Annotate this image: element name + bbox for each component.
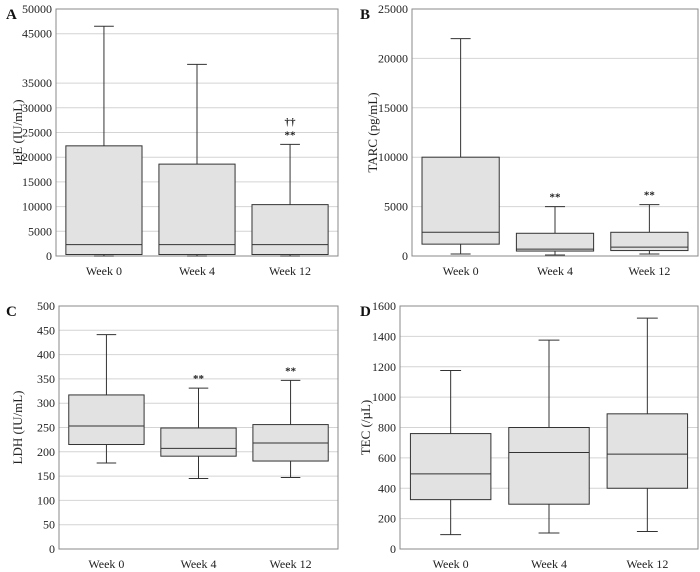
y-tick-label: 15000	[378, 101, 408, 115]
y-tick-label: 20000	[378, 51, 408, 65]
panel-letter: B	[360, 7, 370, 23]
x-category-label: Week 0	[443, 264, 479, 278]
iqr-box	[65, 145, 143, 256]
panel-a: 0 5000 10000 15000 20000 25000 30000 35000 45000…	[6, 2, 339, 278]
box-week-0: Week 0	[409, 370, 492, 571]
y-tick-label: 25000	[378, 2, 408, 16]
y-tick-label: 350	[37, 372, 55, 386]
y-tick-label: 400	[37, 348, 55, 362]
y-tick-label: 800	[378, 421, 396, 435]
iqr-box	[409, 433, 492, 501]
plot-frame	[411, 8, 699, 257]
y-tick-label: 500	[37, 299, 55, 313]
box-week-4: Week 4	[158, 63, 236, 278]
panel-letter: C	[6, 304, 17, 320]
iqr-box	[421, 156, 500, 245]
panel-letter: A	[6, 7, 17, 23]
y-axis-label: TEC (/µL)	[358, 400, 373, 456]
y-tick-label: 50000	[22, 2, 52, 16]
box-week-0: Week 0	[421, 38, 500, 278]
x-category-label: Week 0	[86, 264, 122, 278]
box-week-0: Week 0	[68, 334, 145, 571]
y-tick-label: 35000	[22, 76, 52, 90]
y-tick-label: 200	[37, 445, 55, 459]
box-week-12: ** Week 12	[252, 365, 329, 571]
y-tick-label: 0	[402, 249, 408, 263]
panel-b: 0 5000 10000 15000 20000 25000 B TARC (pg/mL) We…	[360, 2, 699, 278]
plot-frame	[399, 305, 699, 550]
y-tick-label: 300	[37, 396, 55, 410]
iqr-box	[68, 394, 145, 446]
y-tick-label: 100	[37, 493, 55, 507]
significance-label: **	[285, 365, 297, 377]
box-week-4: ** Week 4	[515, 192, 595, 278]
y-tick-label: 45000	[22, 27, 52, 41]
y-tick-label: 1000	[372, 390, 396, 404]
y-tick-label: 25000	[22, 126, 52, 140]
significance-label: **	[550, 192, 562, 204]
panel-letter: D	[360, 304, 371, 320]
y-tick-label: 1200	[372, 360, 396, 374]
plot-frame	[58, 305, 339, 550]
y-tick-label: 50	[43, 518, 55, 532]
y-tick-label: 1400	[372, 329, 396, 343]
iqr-box	[251, 204, 329, 256]
y-axis-label: TARC (pg/mL)	[365, 92, 380, 172]
panel-c: 0 50 100 150 200 250 300 350 400 450 500 C LDH (IU/m…	[6, 299, 339, 571]
box-week-4: ** Week 4	[160, 373, 237, 571]
y-tick-label: 150	[37, 469, 55, 483]
box-week-12: ** Week 12	[610, 190, 689, 278]
significance-label: **	[285, 129, 297, 141]
y-tick-label: 30000	[22, 101, 52, 115]
y-tick-label: 5000	[28, 224, 52, 238]
x-category-label: Week 4	[179, 264, 215, 278]
box-week-12: **†† Week 12	[251, 116, 329, 278]
box-week-0: Week 0	[65, 25, 143, 278]
y-tick-label: 250	[37, 421, 55, 435]
box-week-4: Week 4	[508, 339, 590, 571]
y-tick-label: 200	[378, 512, 396, 526]
significance-label: **	[193, 373, 205, 385]
significance-label-2: ††	[285, 116, 297, 128]
x-category-label: Week 0	[88, 557, 124, 571]
x-category-label: Week 12	[626, 557, 668, 571]
y-tick-label: 5000	[384, 200, 408, 214]
significance-label: **	[644, 190, 656, 202]
iqr-box	[508, 427, 590, 505]
x-category-label: Week 4	[180, 557, 216, 571]
y-axis-label: IgE (IU/mL)	[10, 99, 25, 165]
x-category-label: Week 12	[270, 557, 312, 571]
y-tick-label: 0	[390, 542, 396, 556]
iqr-box	[160, 427, 237, 457]
iqr-box	[158, 163, 236, 256]
x-category-label: Week 12	[628, 264, 670, 278]
y-tick-label: 1600	[372, 299, 396, 313]
box-week-12: Week 12	[606, 317, 689, 571]
y-tick-label: 0	[46, 249, 52, 263]
y-tick-label: 450	[37, 323, 55, 337]
y-tick-label: 10000	[378, 150, 408, 164]
iqr-box	[610, 231, 689, 252]
x-category-label: Week 0	[433, 557, 469, 571]
x-category-label: Week 4	[537, 264, 573, 278]
x-category-label: Week 12	[269, 264, 311, 278]
y-tick-label: 600	[378, 451, 396, 465]
y-tick-label: 15000	[22, 175, 52, 189]
y-tick-label: 0	[49, 542, 55, 556]
y-axis-label: LDH (IU/mL)	[10, 390, 25, 464]
x-category-label: Week 4	[531, 557, 567, 571]
iqr-box	[515, 232, 595, 252]
iqr-box	[606, 413, 689, 489]
y-tick-label: 20000	[22, 150, 52, 164]
y-tick-label: 10000	[22, 200, 52, 214]
y-tick-label: 400	[378, 481, 396, 495]
